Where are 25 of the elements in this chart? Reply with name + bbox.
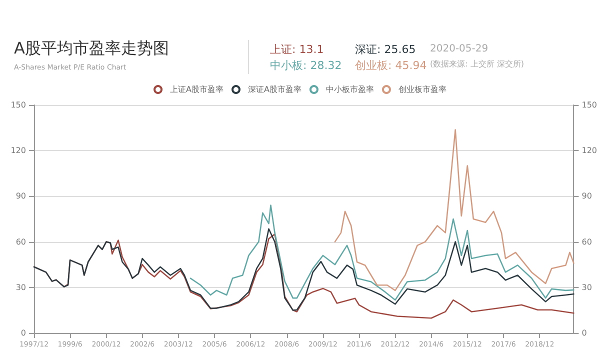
- y-tick-label: 150: [10, 100, 26, 110]
- y2-tick-label: 60: [582, 237, 592, 246]
- legend-label: 中小板市盈率: [326, 85, 374, 94]
- y2-tick-label: 0: [582, 328, 587, 338]
- text: 深证: 25.65: [355, 43, 416, 56]
- y2-tick-label: 90: [582, 192, 592, 201]
- legend-label: 创业板市盈率: [398, 85, 446, 94]
- line-series: [190, 204, 574, 301]
- text: 创业板: 45.94: [355, 59, 427, 72]
- text: 中小板: 28.32: [270, 59, 342, 72]
- y-tick-label: 90: [16, 192, 26, 201]
- y2-tick-label: 30: [582, 282, 592, 292]
- y-tick-label: 60: [16, 237, 26, 246]
- text: 2020-05-29: [430, 44, 488, 54]
- legend-label: 上证A股市盈率: [170, 85, 224, 94]
- legend-label: 深证A股市盈率: [248, 85, 302, 94]
- y-tick-label: 0: [20, 328, 26, 338]
- y2-tick-label: 120: [582, 146, 598, 156]
- line-series: [334, 129, 574, 292]
- text: 上证: 13.1: [270, 43, 324, 56]
- y-tick-label: 30: [16, 282, 26, 292]
- y-tick-label: 120: [10, 146, 26, 156]
- chart-title: A股平均市盈率走势图: [14, 38, 169, 58]
- y2-tick-label: 150: [582, 100, 598, 110]
- text: (数据来源: 上交所 深交所): [430, 60, 524, 68]
